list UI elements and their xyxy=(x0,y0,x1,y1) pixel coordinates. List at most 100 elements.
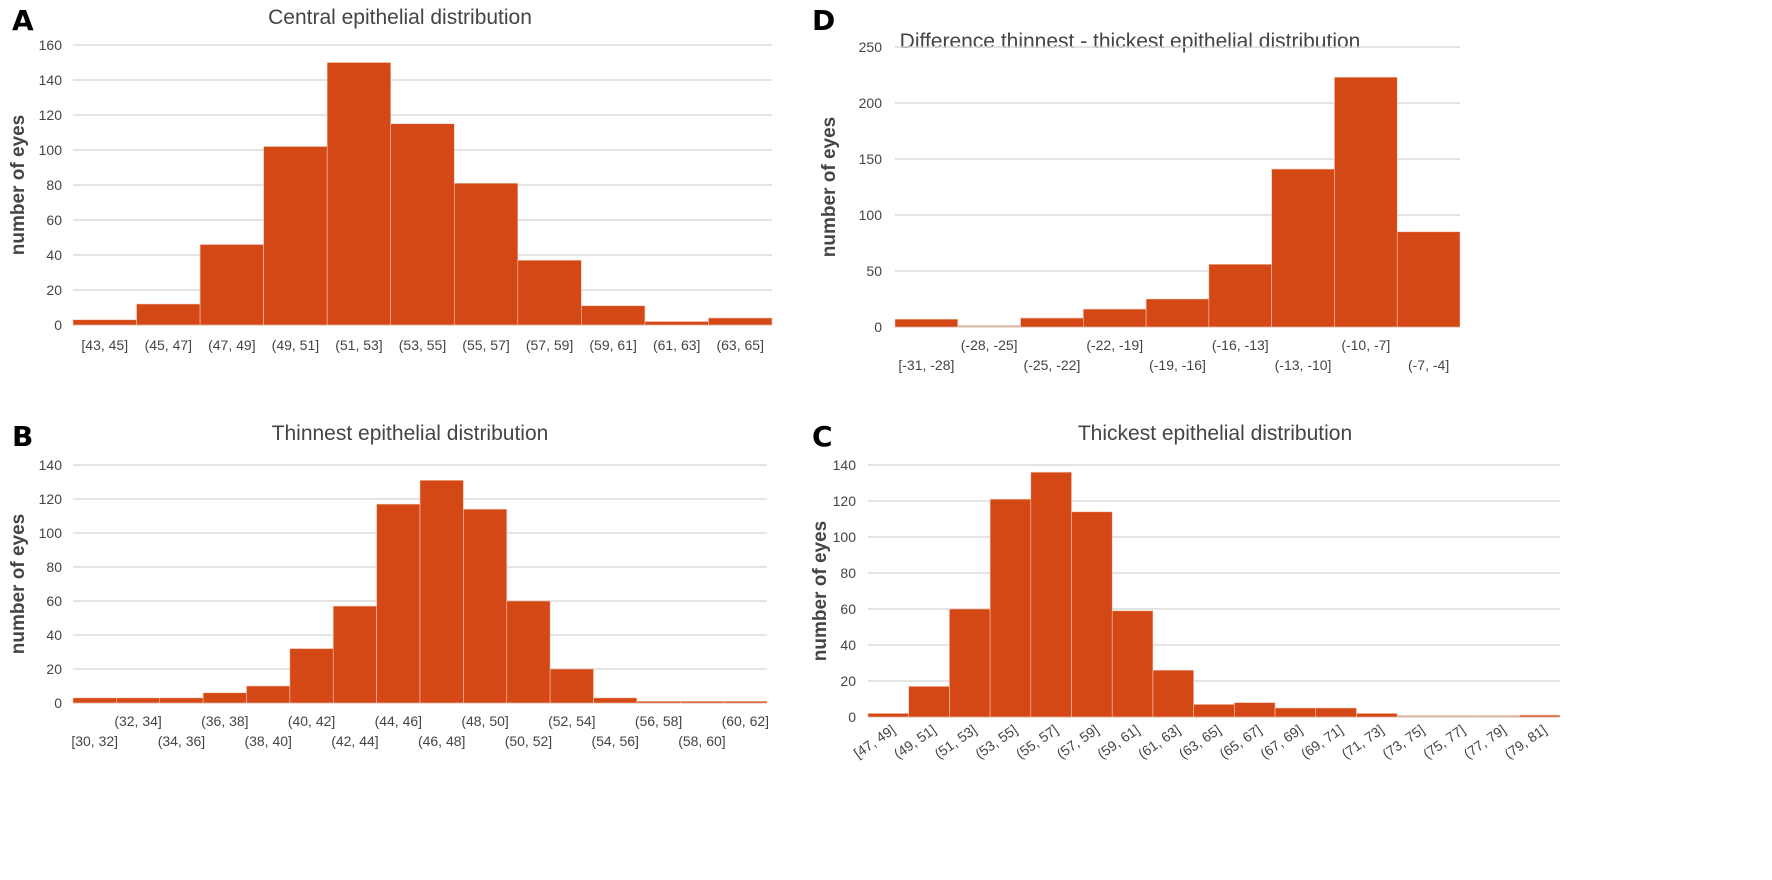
chart-panel-d: D Difference thinnest - thickest epitheli… xyxy=(812,4,1461,373)
x-tick-label: (73, 75] xyxy=(1379,721,1427,761)
y-tick-label: 80 xyxy=(840,565,856,581)
y-tick-label: 80 xyxy=(46,177,62,193)
y-tick-label: 0 xyxy=(54,317,62,333)
x-tick-label: (59, 61] xyxy=(1094,721,1142,761)
x-tick-label: (45, 47] xyxy=(145,337,192,353)
histogram-bar xyxy=(1152,669,1194,718)
x-tick-label: (65, 67] xyxy=(1216,721,1264,761)
histogram-bar xyxy=(463,508,508,704)
x-tick-label: (34, 36] xyxy=(158,733,205,749)
histogram-bar xyxy=(1111,610,1154,718)
x-tick-label: (49, 51] xyxy=(891,721,939,761)
x-tick-label: (59, 61] xyxy=(589,337,636,353)
histogram-bar xyxy=(894,318,959,328)
histogram-bar xyxy=(1234,702,1276,718)
y-tick-label: 200 xyxy=(859,95,883,111)
x-tick-label: (-7, -4] xyxy=(1408,357,1449,373)
histogram-bar xyxy=(1145,298,1210,328)
y-tick-label: 120 xyxy=(39,107,63,123)
y-tick-label: 20 xyxy=(46,282,62,298)
x-tick-label: (57, 59] xyxy=(526,337,573,353)
x-tick-label: (61, 63] xyxy=(1135,721,1183,761)
panel-letter: D xyxy=(812,4,835,37)
x-tick-label: (52, 54] xyxy=(548,713,595,729)
x-tick-label: (55, 57] xyxy=(462,337,509,353)
histogram-bar xyxy=(419,479,464,704)
histogram-bar xyxy=(957,325,1021,328)
chart-title: Difference thinnest - thickest epithelia… xyxy=(900,30,1361,53)
x-tick-label: (75, 77] xyxy=(1420,721,1468,761)
y-tick-label: 100 xyxy=(833,529,857,545)
histogram-bar xyxy=(1356,713,1398,718)
histogram-bar xyxy=(376,503,421,704)
histogram-bar xyxy=(506,600,551,704)
histogram-bar xyxy=(1071,511,1113,718)
x-tick-label: (-13, -10] xyxy=(1275,357,1332,373)
y-tick-label: 20 xyxy=(840,673,856,689)
y-tick-label: 140 xyxy=(833,457,857,473)
y-tick-label: 20 xyxy=(46,661,62,677)
x-tick-label: (50, 52] xyxy=(505,733,552,749)
histogram-bar xyxy=(867,713,910,718)
histogram-bar xyxy=(1437,715,1479,718)
y-tick-label: 80 xyxy=(46,559,62,575)
y-tick-label: 120 xyxy=(833,493,857,509)
y-tick-label: 250 xyxy=(859,39,883,55)
x-tick-label: (49, 51] xyxy=(272,337,319,353)
x-tick-label: (42, 44] xyxy=(331,733,378,749)
x-tick-label: (77, 79] xyxy=(1461,721,1509,761)
x-tick-label: (-19, -16] xyxy=(1149,357,1206,373)
y-tick-label: 120 xyxy=(39,491,63,507)
x-tick-label: (53, 55] xyxy=(399,337,446,353)
chart-title: Thinnest epithelial distribution xyxy=(272,422,549,445)
y-tick-label: 100 xyxy=(39,525,63,541)
histogram-bar xyxy=(326,62,392,326)
chart-panel-a: A Central epithelial distribution number o… xyxy=(8,4,773,353)
x-tick-label: (58, 60] xyxy=(678,733,725,749)
x-tick-label: (48, 50] xyxy=(461,713,508,729)
panel-letter: A xyxy=(12,4,34,37)
y-tick-label: 60 xyxy=(46,212,62,228)
x-tick-label: (40, 42] xyxy=(288,713,335,729)
histogram-bar xyxy=(636,700,681,704)
x-tick-label: (-25, -22] xyxy=(1024,357,1081,373)
x-tick-label: [43, 45] xyxy=(81,337,128,353)
x-tick-label: (36, 38] xyxy=(201,713,248,729)
histogram-bar xyxy=(246,685,291,704)
y-tick-label: 100 xyxy=(859,207,883,223)
panel-letter: B xyxy=(12,420,33,453)
histogram-bar xyxy=(644,321,709,326)
y-tick-label: 40 xyxy=(46,247,62,263)
histogram-bar xyxy=(1020,317,1084,328)
chart-title: Thickest epithelial distribution xyxy=(1078,422,1352,445)
chart-panel-c: C Thickest epithelial distribution number … xyxy=(810,420,1561,762)
y-tick-label: 40 xyxy=(840,637,856,653)
x-tick-label: (61, 63] xyxy=(653,337,700,353)
histogram-bar xyxy=(949,608,991,718)
histogram-bar xyxy=(1396,231,1461,328)
x-tick-label: (55, 57] xyxy=(1013,721,1061,761)
y-axis-label: number of eyes xyxy=(8,115,29,255)
histogram-bar xyxy=(1030,471,1072,718)
chart-panel-b: B Thinnest epithelial distribution number … xyxy=(8,420,769,749)
y-tick-label: 150 xyxy=(859,151,883,167)
x-tick-label: (-22, -19] xyxy=(1086,337,1143,353)
y-tick-label: 60 xyxy=(840,601,856,617)
x-tick-label: (67, 69] xyxy=(1257,721,1305,761)
x-tick-label: (57, 59] xyxy=(1054,721,1102,761)
x-tick-label: (-28, -25] xyxy=(961,337,1018,353)
y-axis-label: number of eyes xyxy=(819,117,840,257)
histogram-bar xyxy=(1083,308,1147,328)
histogram-bar xyxy=(908,686,950,718)
x-tick-label: (-16, -13] xyxy=(1212,337,1269,353)
histogram-bar xyxy=(1518,714,1561,718)
y-axis-label: number of eyes xyxy=(8,514,29,654)
y-tick-label: 0 xyxy=(54,695,62,711)
histogram-bar xyxy=(289,648,334,704)
histogram-bar xyxy=(202,692,247,704)
y-tick-label: 60 xyxy=(46,593,62,609)
histogram-bar xyxy=(1396,715,1439,718)
x-tick-label: [30, 32] xyxy=(71,733,118,749)
x-tick-label: (38, 40] xyxy=(244,733,291,749)
histogram-bar xyxy=(263,146,328,326)
